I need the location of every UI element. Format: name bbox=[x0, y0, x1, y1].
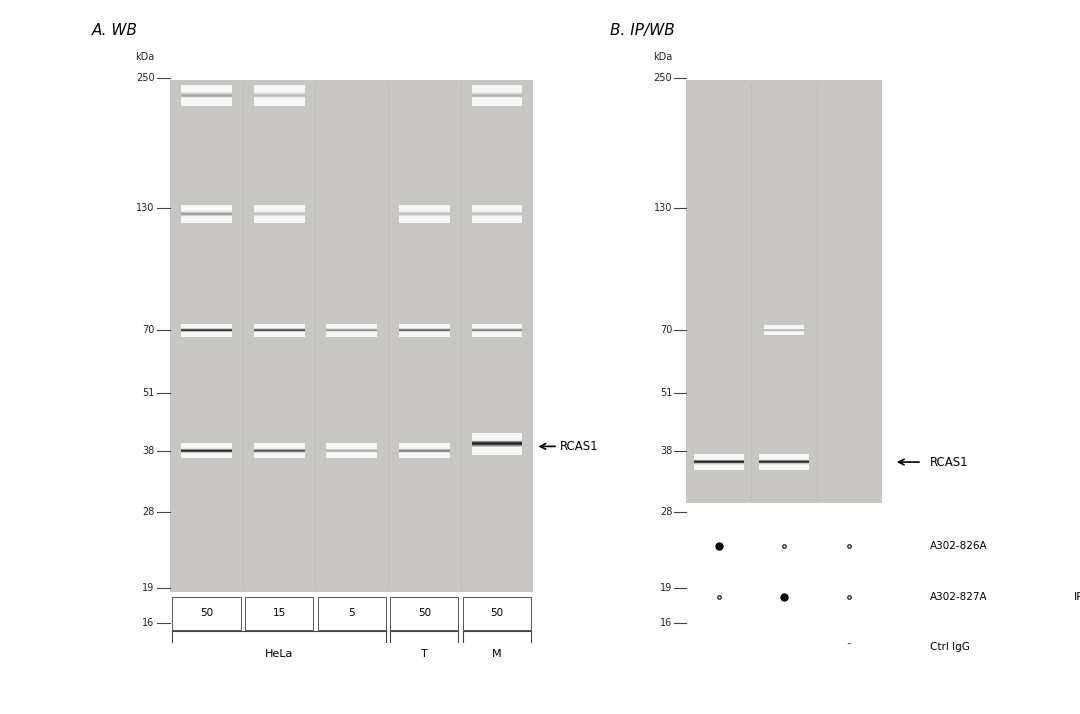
Text: 5: 5 bbox=[349, 608, 355, 618]
Bar bbox=[171, 79, 534, 592]
Text: 38: 38 bbox=[143, 446, 154, 456]
Text: 250: 250 bbox=[136, 74, 154, 84]
Text: 50: 50 bbox=[490, 608, 503, 618]
Text: HeLa: HeLa bbox=[265, 648, 294, 658]
Bar bbox=[686, 79, 882, 503]
Bar bbox=[472, 451, 523, 452]
Text: Ctrl IgG: Ctrl IgG bbox=[930, 642, 970, 652]
Text: 250: 250 bbox=[653, 74, 672, 84]
Bar bbox=[472, 442, 523, 443]
Bar bbox=[472, 438, 523, 439]
Text: A302-826A: A302-826A bbox=[930, 541, 987, 551]
Bar bbox=[472, 434, 523, 435]
Text: 50: 50 bbox=[200, 608, 213, 618]
Bar bbox=[318, 597, 386, 630]
Text: 50: 50 bbox=[418, 608, 431, 618]
Bar bbox=[472, 440, 523, 441]
Bar bbox=[472, 437, 523, 438]
Text: 16: 16 bbox=[143, 618, 154, 628]
Text: RCAS1: RCAS1 bbox=[930, 456, 969, 468]
Text: B. IP/WB: B. IP/WB bbox=[610, 23, 675, 38]
Bar bbox=[173, 597, 241, 630]
Text: A. WB: A. WB bbox=[92, 23, 138, 38]
Text: kDa: kDa bbox=[135, 52, 154, 62]
Bar bbox=[463, 597, 531, 630]
Text: 130: 130 bbox=[653, 203, 672, 213]
Bar bbox=[472, 444, 523, 445]
Bar bbox=[472, 450, 523, 451]
Text: 70: 70 bbox=[660, 326, 672, 336]
Bar bbox=[472, 452, 523, 453]
Text: IP: IP bbox=[1074, 592, 1080, 602]
Bar bbox=[472, 448, 523, 449]
Text: 19: 19 bbox=[660, 583, 672, 593]
Text: 19: 19 bbox=[143, 583, 154, 593]
Text: A302-827A: A302-827A bbox=[930, 592, 987, 602]
Bar bbox=[472, 433, 523, 434]
Text: kDa: kDa bbox=[653, 52, 672, 62]
Bar bbox=[472, 453, 523, 454]
Text: M: M bbox=[492, 648, 502, 658]
Text: 38: 38 bbox=[660, 446, 672, 456]
Text: 51: 51 bbox=[660, 388, 672, 398]
Text: 28: 28 bbox=[660, 507, 672, 517]
Bar bbox=[472, 443, 523, 444]
Bar bbox=[472, 439, 523, 440]
Text: T: T bbox=[421, 648, 428, 658]
Text: 15: 15 bbox=[272, 608, 286, 618]
Text: 16: 16 bbox=[660, 618, 672, 628]
Bar bbox=[472, 445, 523, 446]
Bar bbox=[472, 454, 523, 455]
Bar bbox=[472, 436, 523, 437]
Text: 28: 28 bbox=[143, 507, 154, 517]
Text: RCAS1: RCAS1 bbox=[561, 440, 598, 453]
Bar bbox=[472, 435, 523, 436]
Bar bbox=[390, 597, 459, 630]
Bar bbox=[472, 449, 523, 450]
Bar bbox=[472, 441, 523, 442]
Text: 130: 130 bbox=[136, 203, 154, 213]
Text: 70: 70 bbox=[143, 326, 154, 336]
Bar bbox=[472, 447, 523, 448]
Bar bbox=[245, 597, 313, 630]
Bar bbox=[472, 446, 523, 447]
Text: 51: 51 bbox=[143, 388, 154, 398]
